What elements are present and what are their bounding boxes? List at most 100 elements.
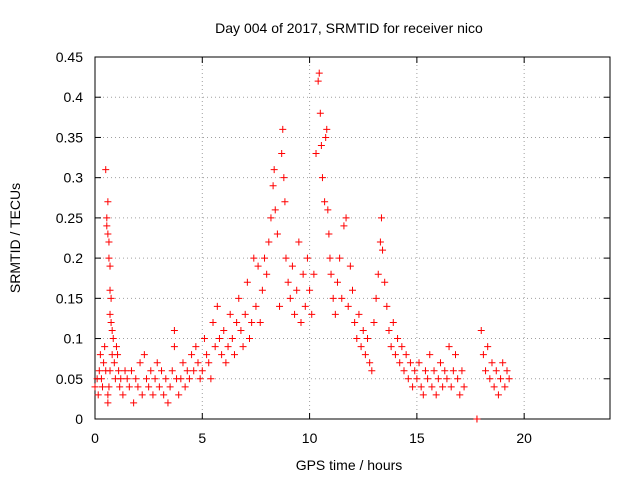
data-point <box>331 310 339 318</box>
data-point <box>166 383 174 391</box>
data-point <box>149 391 157 399</box>
data-point <box>107 318 115 326</box>
data-point <box>428 383 436 391</box>
data-point <box>381 278 389 286</box>
data-point <box>109 335 117 343</box>
data-point <box>291 310 299 318</box>
data-point <box>254 262 262 270</box>
data-point <box>441 367 449 375</box>
data-point <box>312 150 320 158</box>
data-point <box>115 367 123 375</box>
data-point <box>342 214 350 222</box>
data-point <box>164 399 172 407</box>
data-point <box>239 343 247 351</box>
data-point <box>326 254 334 262</box>
data-point <box>175 391 183 399</box>
data-point <box>473 415 481 423</box>
data-point <box>383 302 391 310</box>
data-point <box>499 359 507 367</box>
data-point <box>222 359 230 367</box>
x-tick-label: 15 <box>409 430 425 446</box>
data-point <box>501 383 509 391</box>
data-point <box>282 254 290 262</box>
data-point <box>434 375 442 383</box>
data-point <box>265 238 273 246</box>
data-point <box>104 198 112 206</box>
x-tick-label: 20 <box>516 430 532 446</box>
data-point <box>278 150 286 158</box>
data-point <box>220 327 228 335</box>
data-point <box>140 351 148 359</box>
data-point <box>394 335 402 343</box>
data-point <box>402 351 410 359</box>
data-point <box>324 206 332 214</box>
data-point <box>125 383 133 391</box>
data-point <box>449 367 457 375</box>
data-point <box>235 294 243 302</box>
data-point <box>406 359 414 367</box>
data-point <box>215 335 223 343</box>
data-point <box>364 335 372 343</box>
data-point <box>370 318 378 326</box>
data-point <box>400 367 408 375</box>
data-point <box>297 318 305 326</box>
data-point <box>338 294 346 302</box>
axis-ticks <box>94 56 610 420</box>
data-point <box>391 351 399 359</box>
data-point <box>226 310 234 318</box>
data-point <box>377 214 385 222</box>
y-tick-label: 0.2 <box>64 250 84 266</box>
data-point <box>336 254 344 262</box>
data-point <box>170 343 178 351</box>
data-point <box>454 375 462 383</box>
y-tick-label: 0.15 <box>56 290 83 306</box>
data-point <box>340 222 348 230</box>
data-point <box>97 375 105 383</box>
data-point <box>117 375 125 383</box>
data-point <box>130 399 138 407</box>
data-point <box>430 367 438 375</box>
data-point <box>368 367 376 375</box>
data-point <box>258 286 266 294</box>
data-point <box>477 327 485 335</box>
data-point <box>91 383 99 391</box>
data-point <box>374 270 382 278</box>
data-point <box>486 375 494 383</box>
data-point <box>387 343 395 351</box>
data-point <box>123 375 131 383</box>
data-point <box>168 367 176 375</box>
data-point <box>185 375 193 383</box>
data-point <box>284 278 292 286</box>
data-point <box>94 391 102 399</box>
data-point <box>456 391 464 399</box>
data-point <box>112 343 120 351</box>
data-point <box>404 375 412 383</box>
data-point <box>110 359 118 367</box>
data-point <box>295 238 303 246</box>
x-tick-label: 5 <box>198 430 206 446</box>
data-point <box>269 182 277 190</box>
data-point <box>497 375 505 383</box>
data-point <box>458 367 466 375</box>
data-point <box>102 166 110 174</box>
data-point <box>349 286 356 294</box>
data-point <box>315 69 323 77</box>
data-point <box>389 318 397 326</box>
data-point <box>108 327 116 335</box>
data-point <box>103 222 111 230</box>
data-point <box>246 335 253 343</box>
y-tick-labels: 0 0.05 0.1 0.15 0.2 0.25 0.3 0.35 0.4 0.45 <box>56 49 83 427</box>
data-point <box>213 302 221 310</box>
data-point <box>198 367 206 375</box>
data-point <box>250 254 258 262</box>
data-point <box>106 286 114 294</box>
data-point <box>160 391 168 399</box>
data-point <box>127 367 135 375</box>
data-point <box>237 327 245 335</box>
data-point <box>147 367 155 375</box>
data-point <box>105 383 113 391</box>
data-point <box>316 109 324 117</box>
data-point <box>192 343 200 351</box>
data-point <box>439 383 447 391</box>
data-point <box>241 310 249 318</box>
